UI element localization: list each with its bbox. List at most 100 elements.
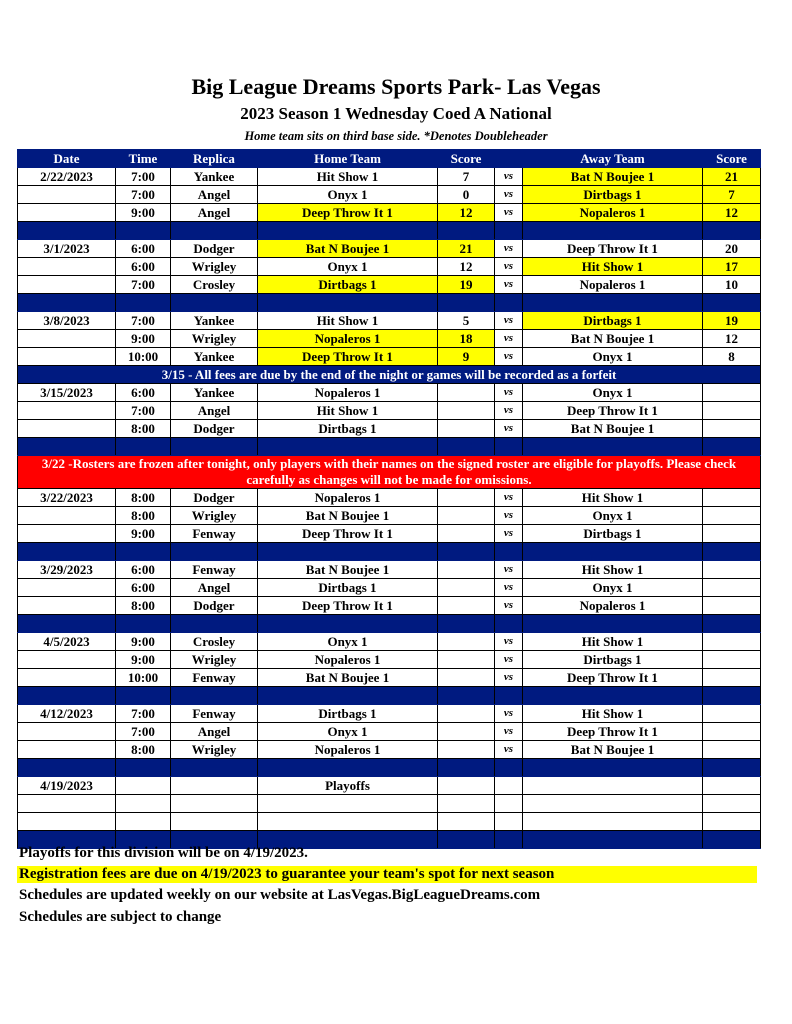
header-date: Date xyxy=(17,149,116,168)
vs-cell: vs xyxy=(494,329,523,348)
game-row: 7:00 Angel Hit Show 1 vs Deep Throw It 1 xyxy=(17,401,761,420)
separator-cell xyxy=(170,293,258,312)
playoffs-note: Playoffs for this division will be on 4/… xyxy=(19,845,308,861)
date-cell xyxy=(17,257,116,276)
field-cell: Angel xyxy=(170,185,258,204)
separator-cell xyxy=(702,758,761,777)
separator-cell xyxy=(702,542,761,561)
home-score-cell: 12 xyxy=(437,257,495,276)
game-row: 3/1/2023 6:00 Dodger Bat N Boujee 1 21 vs Deep… xyxy=(17,239,761,258)
separator-cell xyxy=(437,437,495,456)
vs-cell: vs xyxy=(494,383,523,402)
home-team-cell: Dirtbags 1 xyxy=(257,578,438,597)
separator-cell xyxy=(437,221,495,240)
date-cell xyxy=(17,578,116,597)
away-score-cell: 12 xyxy=(702,203,761,222)
home-score-cell xyxy=(437,794,495,813)
home-team-cell xyxy=(257,794,438,813)
time-cell: 7:00 xyxy=(115,275,171,294)
home-team-note: Home team sits on third base side. *Deno… xyxy=(244,129,548,143)
game-row: 8:00 Dodger Dirtbags 1 vs Bat N Boujee 1 xyxy=(17,419,761,438)
separator-row xyxy=(17,437,761,456)
game-row xyxy=(17,794,761,813)
time-cell: 9:00 xyxy=(115,650,171,669)
separator-cell xyxy=(115,221,171,240)
separator-row xyxy=(17,293,761,312)
vs-cell: vs xyxy=(494,185,523,204)
vs-cell xyxy=(494,812,523,831)
season-subtitle: 2023 Season 1 Wednesday Coed A National xyxy=(240,104,552,123)
home-team-cell: Onyx 1 xyxy=(257,722,438,741)
home-team-cell: Nopaleros 1 xyxy=(257,740,438,759)
game-row: 3/8/2023 7:00 Yankee Hit Show 1 5 vs Dirtbags … xyxy=(17,311,761,330)
separator-cell xyxy=(115,542,171,561)
separator-cell xyxy=(257,686,438,705)
separator-cell xyxy=(115,830,171,849)
time-cell: 7:00 xyxy=(115,704,171,723)
field-cell: Fenway xyxy=(170,560,258,579)
separator-cell xyxy=(17,686,116,705)
away-score-cell xyxy=(702,668,761,687)
away-team-cell: Dirtbags 1 xyxy=(522,524,703,543)
home-score-cell xyxy=(437,383,495,402)
field-cell: Dodger xyxy=(170,239,258,258)
game-row: 9:00 Wrigley Nopaleros 1 18 vs Bat N Boujee 1… xyxy=(17,329,761,348)
vs-cell: vs xyxy=(494,560,523,579)
time-cell xyxy=(115,812,171,831)
away-team-cell xyxy=(522,812,703,831)
date-cell xyxy=(17,668,116,687)
vs-cell: vs xyxy=(494,311,523,330)
vs-cell xyxy=(494,776,523,795)
field-cell: Wrigley xyxy=(170,329,258,348)
separator-cell xyxy=(17,542,116,561)
away-team-cell: Dirtbags 1 xyxy=(522,311,703,330)
separator-cell xyxy=(522,542,703,561)
home-team-cell: Bat N Boujee 1 xyxy=(257,668,438,687)
field-cell: Crosley xyxy=(170,632,258,651)
field-cell xyxy=(170,776,258,795)
table-header: Date Time Replica Home Team Score Away Team Sc… xyxy=(17,149,761,168)
separator-cell xyxy=(17,614,116,633)
website-note: Schedules are updated weekly on our webs… xyxy=(19,887,541,903)
separator-cell xyxy=(494,758,523,777)
separator-cell xyxy=(170,221,258,240)
time-cell: 9:00 xyxy=(115,632,171,651)
date-cell: 3/8/2023 xyxy=(17,311,116,330)
header-home-team: Home Team xyxy=(257,149,438,168)
field-cell: Fenway xyxy=(170,704,258,723)
away-team-cell xyxy=(522,794,703,813)
away-team-cell: Deep Throw It 1 xyxy=(522,239,703,258)
separator-cell xyxy=(257,221,438,240)
home-team-cell: Deep Throw It 1 xyxy=(257,524,438,543)
time-cell: 8:00 xyxy=(115,488,171,507)
away-score-cell: 12 xyxy=(702,329,761,348)
separator-cell xyxy=(522,437,703,456)
game-row xyxy=(17,812,761,831)
time-cell: 6:00 xyxy=(115,560,171,579)
away-team-cell: Bat N Boujee 1 xyxy=(522,740,703,759)
separator-row xyxy=(17,542,761,561)
fees-banner: 3/15 - All fees are due by the end of th… xyxy=(17,365,761,384)
time-cell: 7:00 xyxy=(115,185,171,204)
separator-cell xyxy=(115,293,171,312)
time-cell: 8:00 xyxy=(115,506,171,525)
away-score-cell xyxy=(702,632,761,651)
separator-cell xyxy=(522,758,703,777)
home-team-cell: Nopaleros 1 xyxy=(257,650,438,669)
banner-text: 3/15 - All fees are due by the end of th… xyxy=(17,365,761,384)
home-score-cell xyxy=(437,740,495,759)
separator-cell xyxy=(437,542,495,561)
separator-cell xyxy=(522,221,703,240)
separator-cell xyxy=(170,758,258,777)
separator-cell xyxy=(17,758,116,777)
time-cell: 8:00 xyxy=(115,596,171,615)
away-score-cell: 8 xyxy=(702,347,761,366)
field-cell xyxy=(170,812,258,831)
game-row: 2/22/2023 7:00 Yankee Hit Show 1 7 vs Bat N Bo… xyxy=(17,167,761,186)
field-cell: Fenway xyxy=(170,668,258,687)
home-team-cell: Hit Show 1 xyxy=(257,401,438,420)
home-team-cell: Hit Show 1 xyxy=(257,167,438,186)
field-cell: Dodger xyxy=(170,596,258,615)
home-score-cell xyxy=(437,506,495,525)
time-cell: 6:00 xyxy=(115,578,171,597)
